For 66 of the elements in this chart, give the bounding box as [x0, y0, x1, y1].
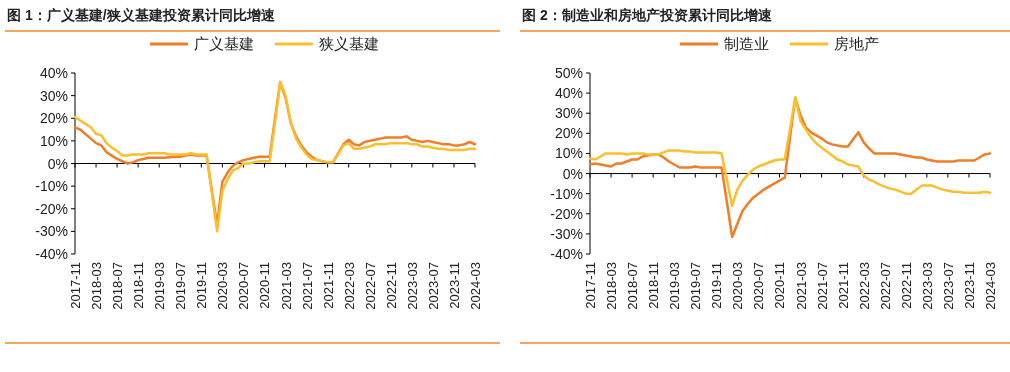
legend-label: 广义基建: [194, 35, 254, 52]
x-tick-label: 2019-11: [194, 262, 210, 309]
x-tick-label: 2023-11: [961, 262, 977, 309]
x-tick-label: 2019-03: [667, 262, 683, 310]
x-tick-label: 2019-03: [152, 262, 168, 310]
y-tick-label: 30%: [39, 87, 68, 104]
x-tick-label: 2018-07: [625, 262, 641, 310]
x-tick-label: 2022-07: [362, 262, 378, 310]
x-tick-label: 2022-07: [877, 262, 893, 310]
x-tick-label: 2022-03: [341, 262, 357, 310]
x-tick-label: 2022-03: [856, 262, 872, 310]
line-series: [588, 95, 992, 207]
x-tick-label: 2020-03: [215, 262, 231, 310]
y-tick-label: -20%: [550, 205, 583, 222]
x-tick-label: 2020-03: [730, 262, 746, 310]
x-tick-label: 2023-11: [446, 262, 462, 309]
x-tick-label: 2017-11: [68, 262, 83, 309]
y-tick-label: 20%: [554, 125, 583, 142]
x-tick-label: 2019-07: [688, 262, 704, 310]
x-tick-label: 2021-03: [793, 262, 809, 310]
x-tick-label: 2021-07: [299, 262, 315, 310]
y-tick-label: -20%: [35, 200, 68, 217]
x-tick-label: 2023-03: [919, 262, 935, 310]
x-tick-label: 2021-11: [320, 262, 336, 309]
y-tick-label: 10%: [554, 145, 583, 162]
x-tick-label: 2018-11: [646, 262, 662, 309]
x-tick-label: 2020-07: [236, 262, 252, 310]
y-tick-label: 10%: [39, 132, 68, 149]
y-tick-label: -10%: [35, 178, 68, 195]
y-tick-label: -40%: [550, 246, 583, 262]
x-tick-label: 2020-11: [257, 262, 273, 309]
y-tick-label: 20%: [39, 110, 68, 127]
x-tick-label: 2018-11: [131, 262, 147, 309]
x-tick-label: 2024-03: [983, 262, 998, 310]
chart-title: 图 2：制造业和房地产投资累计同比增速: [522, 7, 773, 23]
x-tick-label: 2019-11: [709, 262, 725, 309]
x-tick-label: 2022-11: [383, 262, 399, 309]
y-tick-label: 0%: [562, 165, 583, 182]
y-tick-label: 30%: [554, 105, 583, 122]
legend-label: 房地产: [834, 35, 879, 52]
y-tick-label: -40%: [35, 246, 68, 262]
x-tick-label: 2022-11: [898, 262, 914, 309]
y-tick-label: 40%: [554, 85, 583, 102]
x-tick-label: 2021-07: [814, 262, 830, 310]
x-tick-label: 2023-03: [404, 262, 420, 310]
x-tick-label: 2023-07: [425, 262, 441, 310]
x-tick-label: 2018-07: [110, 262, 126, 310]
x-tick-label: 2021-11: [835, 262, 851, 309]
x-tick-label: 2018-03: [604, 262, 620, 310]
x-tick-label: 2018-03: [89, 262, 105, 310]
legend-label: 狭义基建: [319, 35, 379, 52]
x-tick-label: 2020-07: [751, 262, 767, 310]
y-tick-label: -30%: [35, 223, 68, 240]
y-tick-label: -10%: [550, 185, 583, 202]
y-tick-label: -30%: [550, 225, 583, 242]
x-tick-label: 2024-03: [468, 262, 483, 310]
y-tick-label: 0%: [47, 155, 68, 172]
x-tick-label: 2020-11: [772, 262, 788, 309]
x-tick-label: 2023-07: [940, 262, 956, 310]
y-tick-label: 50%: [554, 65, 583, 81]
x-tick-label: 2017-11: [583, 262, 598, 309]
y-tick-label: 40%: [39, 65, 68, 81]
x-tick-label: 2021-03: [278, 262, 294, 310]
chart-title: 图 1：广义基建/狭义基建投资累计同比增速: [7, 7, 276, 23]
legend-label: 制造业: [724, 35, 769, 52]
x-tick-label: 2019-07: [173, 262, 189, 310]
